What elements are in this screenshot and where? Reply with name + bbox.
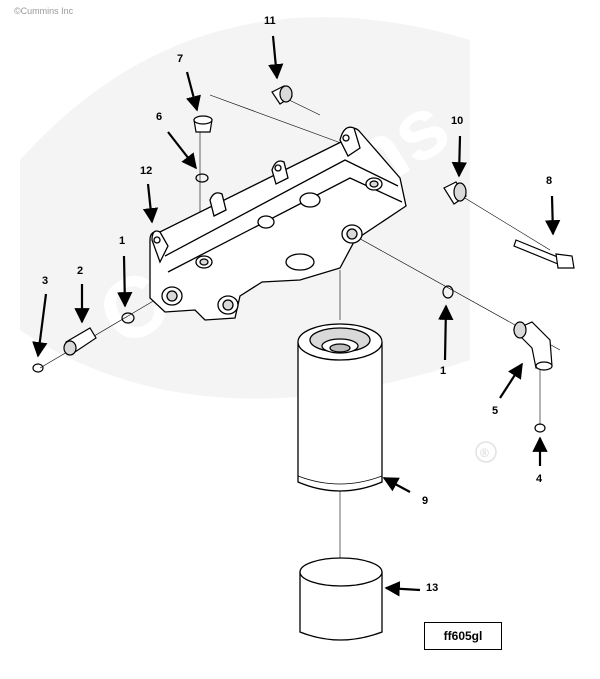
callout-3: 3 [42, 275, 49, 287]
callout-6: 6 [156, 111, 163, 123]
o-ring-3 [32, 363, 44, 373]
filter-head-12 [149, 126, 407, 321]
registered-mark: ® [480, 446, 489, 460]
callout-5: 5 [492, 405, 499, 417]
callout-12: 12 [140, 165, 153, 177]
fitting-2 [63, 327, 97, 356]
o-ring-4 [534, 423, 546, 433]
plug-11 [271, 85, 293, 105]
o-ring-6 [195, 173, 209, 183]
callout-1-left: 1 [119, 235, 126, 247]
callout-10: 10 [451, 115, 464, 127]
plug-7 [193, 115, 213, 133]
callout-8: 8 [546, 175, 553, 187]
callout-11: 11 [264, 15, 276, 27]
o-ring-1-left [121, 312, 135, 324]
filter-9 [297, 323, 383, 492]
callout-7: 7 [177, 53, 184, 65]
callout-1-right: 1 [440, 365, 447, 377]
o-ring-1-right [442, 285, 454, 299]
plug-10 [443, 181, 467, 205]
screw-8 [513, 239, 575, 269]
cover-13 [299, 557, 383, 641]
callout-13: 13 [426, 582, 439, 594]
elbow-5 [512, 321, 553, 371]
callout-arrows [32, 35, 561, 597]
copyright-text: ©Cummins Inc [14, 6, 74, 16]
drawing-code-label: ff605gl [424, 622, 502, 650]
callout-2: 2 [77, 265, 84, 277]
callout-9: 9 [422, 495, 429, 507]
callout-4: 4 [536, 473, 543, 485]
